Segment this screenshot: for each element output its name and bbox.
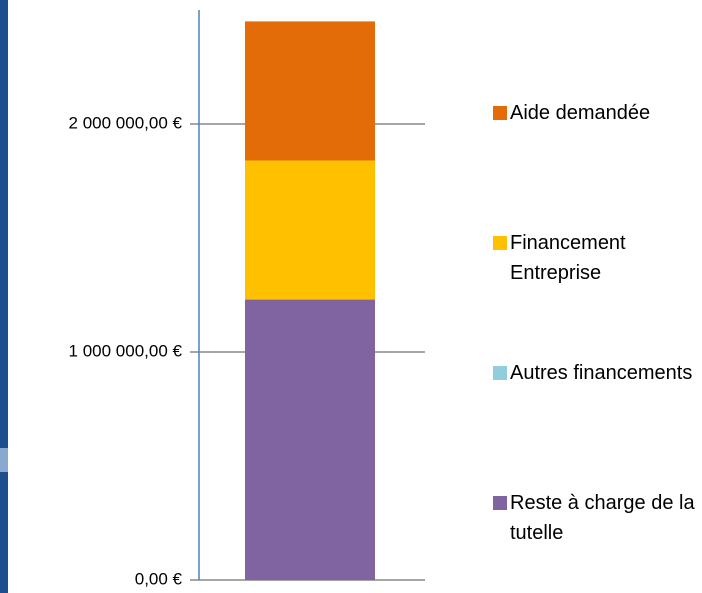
legend-swatch [493, 236, 507, 250]
legend-label: Autres financements [510, 362, 693, 384]
legend-swatch [493, 496, 507, 510]
y-tick-label: 1 000 000,00 € [69, 341, 183, 360]
side-strip-highlight [0, 448, 8, 472]
legend-label: Financement Entreprise [510, 232, 626, 284]
legend-item: Aide demandée [493, 98, 698, 128]
legend-item: Financement Entreprise [493, 228, 698, 288]
bar-segment [245, 21, 375, 161]
legend-swatch [493, 366, 507, 380]
legend-item: Autres financements [493, 358, 698, 388]
bar-segment [245, 160, 375, 300]
bar-segment [245, 299, 375, 580]
legend-swatch [493, 106, 507, 120]
legend-label: Aide demandée [510, 102, 651, 124]
y-tick-label: 2 000 000,00 € [69, 113, 183, 132]
legend-label: Reste à charge de la tutelle [510, 492, 695, 544]
legend-item: Reste à charge de la tutelle [493, 488, 698, 548]
y-tick-label: 0,00 € [135, 569, 183, 588]
side-strip [0, 0, 8, 593]
